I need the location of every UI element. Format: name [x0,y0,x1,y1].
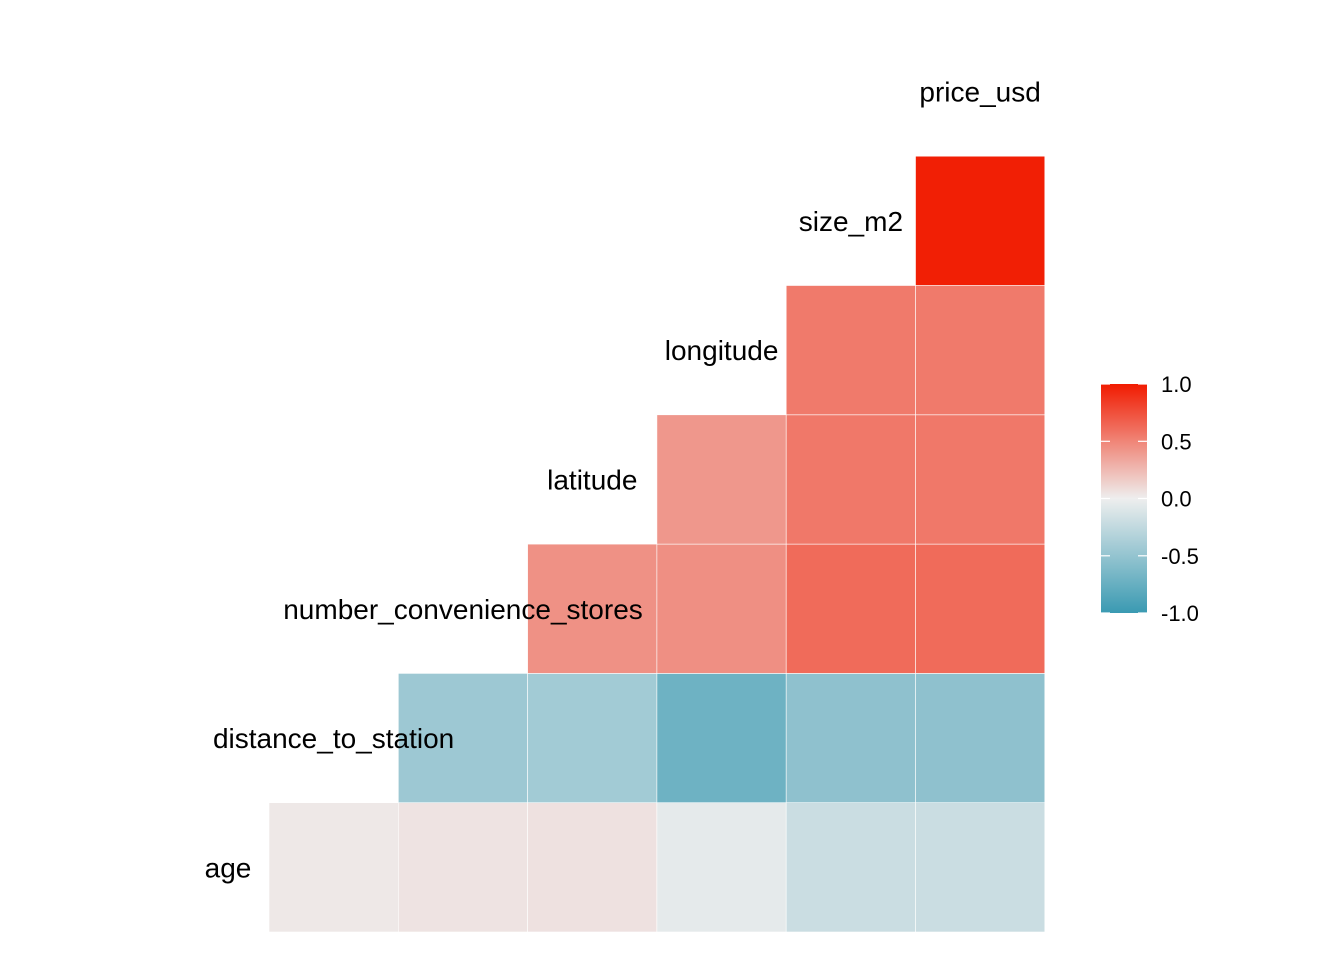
heatmap-cell-price_usd-size_m2 [915,155,1046,286]
heatmap-cell-number_convenience_stores-distance_to_station [397,673,528,804]
heatmap-cell-size_m2-distance_to_station [785,673,916,804]
heatmap-cell-distance_to_station-age [268,802,399,933]
heatmap-cell-size_m2-latitude [785,414,916,545]
heatmap-cell-size_m2-longitude [785,285,916,416]
variable-label-size_m2: size_m2 [799,206,903,237]
variable-label-longitude: longitude [665,335,779,366]
color-legend: 1.0 0.5 0.0 -0.5 -1.0 [1101,372,1199,626]
heatmap-cell-latitude-number_convenience_stores [527,543,658,674]
heatmap-cell-latitude-distance_to_station [527,673,658,804]
variable-label-price_usd: price_usd [919,77,1040,108]
variable-label-latitude: latitude [547,464,637,495]
legend-tick-label: 0.5 [1161,429,1192,454]
legend-tick-label: 1.0 [1161,372,1192,397]
legend-tick-label: -0.5 [1161,544,1199,569]
variable-label-number_convenience_stores: number_convenience_stores [283,594,643,625]
legend-ticks: 1.0 0.5 0.0 -0.5 -1.0 [1101,372,1199,626]
heatmap-cell-price_usd-age [915,802,1046,933]
heatmap-cell-size_m2-age [785,802,916,933]
legend-tick-label: 0.0 [1161,487,1192,512]
heatmap-cell-price_usd-latitude [915,414,1046,545]
heatmap-cell-longitude-latitude [656,414,787,545]
heatmap-cell-longitude-distance_to_station [656,673,787,804]
heatmap-cell-longitude-age [656,802,787,933]
heatmap-cell-size_m2-number_convenience_stores [785,543,916,674]
variable-labels: age distance_to_station number_convenience… [205,77,1041,884]
heatmap-cell-price_usd-distance_to_station [915,673,1046,804]
heatmap-cells [268,155,1046,933]
variable-label-age: age [205,852,252,883]
variable-label-distance_to_station: distance_to_station [213,723,454,754]
heatmap-cell-latitude-age [527,802,658,933]
heatmap-cell-longitude-number_convenience_stores [656,543,787,674]
heatmap-cell-number_convenience_stores-age [397,802,528,933]
heatmap-cell-price_usd-longitude [915,285,1046,416]
legend-tick-label: -1.0 [1161,601,1199,626]
heatmap-cell-price_usd-number_convenience_stores [915,543,1046,674]
